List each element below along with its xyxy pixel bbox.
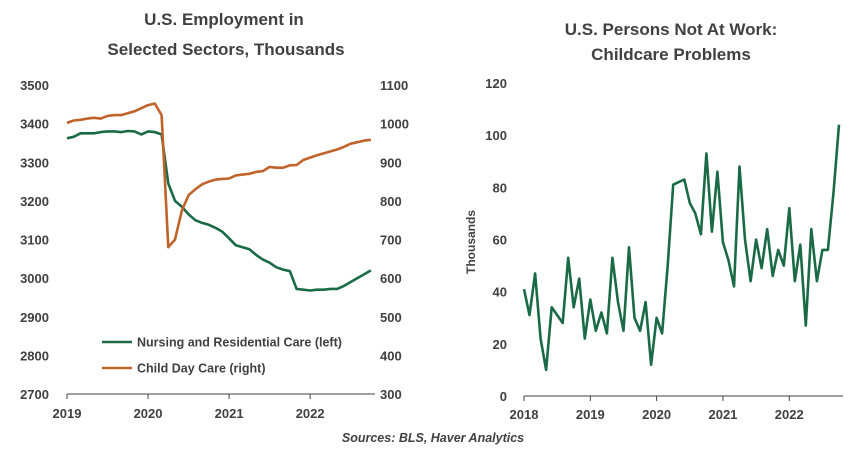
persons-series-line <box>522 124 841 372</box>
chart1-y-right-tick: 300 <box>380 387 402 402</box>
nursing-series-line <box>66 129 372 292</box>
chart1-x-tick-label: 2021 <box>215 406 244 421</box>
chart1-x-tick-label: 2022 <box>296 406 325 421</box>
childcare-series-line <box>66 102 372 249</box>
chart2-y-tick: 120 <box>485 76 507 91</box>
chart1-y-right-tick: 900 <box>380 155 402 170</box>
chart1-y-left-tick: 2800 <box>20 348 49 363</box>
chart1-title-line1: U.S. Employment in <box>144 10 304 29</box>
chart1-y-left-tick: 2700 <box>20 387 49 402</box>
chart2-x-tick-label: 2022 <box>775 407 804 422</box>
chart2-y-tick: 40 <box>493 285 507 300</box>
chart1-y-right-tick: 700 <box>380 233 402 248</box>
chart1-y-right-tick: 800 <box>380 194 402 209</box>
legend-nursing-label: Nursing and Residential Care (left) <box>137 336 342 350</box>
chart1-y-left-tick: 3500 <box>20 78 49 93</box>
chart2-y-tick: 80 <box>493 180 507 195</box>
chart2-x-tick-label: 2019 <box>576 407 605 422</box>
chart1-y-right-tick: 1000 <box>380 117 409 132</box>
chart1-y-left-tick: 3100 <box>20 233 49 248</box>
chart1-x-tick-label: 2019 <box>53 406 82 421</box>
chart2-y-tick: 20 <box>493 337 507 352</box>
chart2-y-tick: 60 <box>493 233 507 248</box>
chart1-y-left-tick: 2900 <box>20 310 49 325</box>
chart2-x-tick-label: 2021 <box>708 407 737 422</box>
chart2-title-line1: U.S. Persons Not At Work: <box>565 20 778 39</box>
chart1-y-right-tick: 400 <box>380 348 402 363</box>
chart2-x-tick-label: 2018 <box>510 407 539 422</box>
chart2-y-tick: 100 <box>485 128 507 143</box>
chart2-y-axis-label: Thousands <box>464 210 478 274</box>
source-note: Sources: BLS, Haver Analytics <box>341 431 525 445</box>
chart1-y-left-tick: 3300 <box>20 155 49 170</box>
chart1-y-left-tick: 3000 <box>20 271 49 286</box>
chart1-y-right-tick: 600 <box>380 271 402 286</box>
legend-childcare-label: Child Day Care (right) <box>137 362 266 376</box>
chart2-title-line2: Childcare Problems <box>591 45 751 64</box>
chart1-x-tick-label: 2020 <box>134 406 163 421</box>
chart2-x-tick-label: 2020 <box>642 407 671 422</box>
chart2-y-tick: 0 <box>500 389 507 404</box>
chart1-y-right-tick: 500 <box>380 310 402 325</box>
chart1-y-left-tick: 3400 <box>20 117 49 132</box>
chart1-y-right-tick: 1100 <box>380 78 408 93</box>
chart1-title-line2: Selected Sectors, Thousands <box>107 40 344 59</box>
chart1-y-left-tick: 3200 <box>20 194 49 209</box>
